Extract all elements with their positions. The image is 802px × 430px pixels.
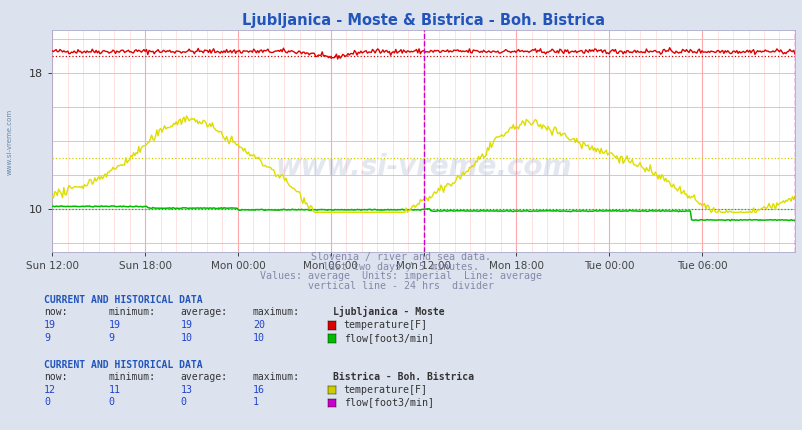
Text: 19: 19 — [44, 320, 56, 330]
Text: 19: 19 — [180, 320, 192, 330]
Text: www.si-vreme.com: www.si-vreme.com — [6, 109, 12, 175]
Text: minimum:: minimum: — [108, 372, 156, 382]
Text: Bistrica - Boh. Bistrica: Bistrica - Boh. Bistrica — [333, 372, 474, 382]
Text: now:: now: — [44, 307, 67, 317]
Text: maximum:: maximum: — [253, 372, 300, 382]
Text: last two days / 5 minutes.: last two days / 5 minutes. — [323, 261, 479, 272]
Text: flow[foot3/min]: flow[foot3/min] — [343, 397, 433, 408]
Text: maximum:: maximum: — [253, 307, 300, 317]
Text: 10: 10 — [180, 333, 192, 343]
Text: 0: 0 — [180, 397, 186, 408]
Text: www.si-vreme.com: www.si-vreme.com — [275, 154, 571, 181]
Text: average:: average: — [180, 307, 228, 317]
Text: temperature[F]: temperature[F] — [343, 384, 427, 395]
Text: 10: 10 — [253, 333, 265, 343]
Text: 13: 13 — [180, 384, 192, 395]
Text: Ljubljanica - Moste: Ljubljanica - Moste — [333, 306, 444, 317]
Text: 20: 20 — [253, 320, 265, 330]
Text: CURRENT AND HISTORICAL DATA: CURRENT AND HISTORICAL DATA — [44, 295, 203, 305]
Text: 9: 9 — [108, 333, 114, 343]
Text: 9: 9 — [44, 333, 50, 343]
Text: minimum:: minimum: — [108, 307, 156, 317]
Text: 0: 0 — [108, 397, 114, 408]
Text: 11: 11 — [108, 384, 120, 395]
Title: Ljubljanica - Moste & Bistrica - Boh. Bistrica: Ljubljanica - Moste & Bistrica - Boh. Bi… — [241, 12, 605, 28]
Text: now:: now: — [44, 372, 67, 382]
Text: vertical line - 24 hrs  divider: vertical line - 24 hrs divider — [308, 280, 494, 291]
Text: average:: average: — [180, 372, 228, 382]
Text: 12: 12 — [44, 384, 56, 395]
Text: 16: 16 — [253, 384, 265, 395]
Text: 0: 0 — [44, 397, 50, 408]
Text: Values: average  Units: imperial  Line: average: Values: average Units: imperial Line: av… — [260, 271, 542, 281]
Text: Slovenia / river and sea data.: Slovenia / river and sea data. — [311, 252, 491, 262]
Text: flow[foot3/min]: flow[foot3/min] — [343, 333, 433, 343]
Text: temperature[F]: temperature[F] — [343, 320, 427, 330]
Text: CURRENT AND HISTORICAL DATA: CURRENT AND HISTORICAL DATA — [44, 359, 203, 370]
Text: 19: 19 — [108, 320, 120, 330]
Text: 1: 1 — [253, 397, 258, 408]
